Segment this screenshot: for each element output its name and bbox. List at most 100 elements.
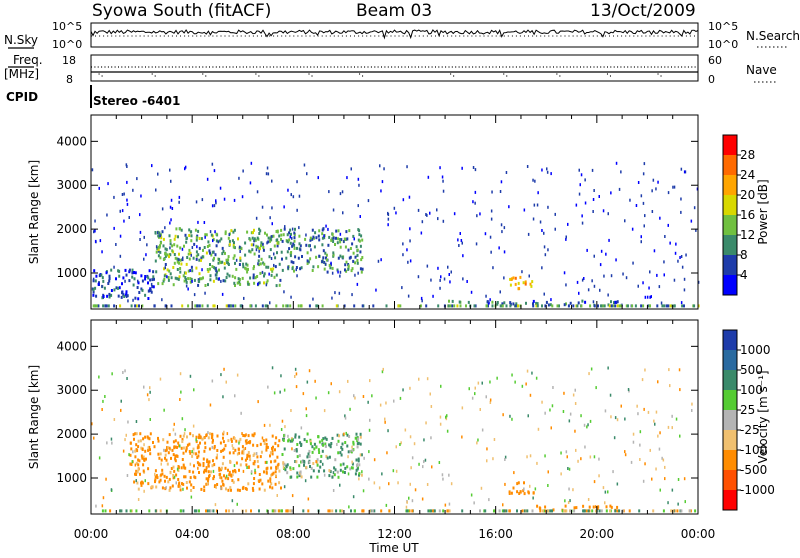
echo-cell — [526, 509, 529, 513]
echo-cell — [104, 395, 106, 398]
echo-cell — [529, 484, 531, 488]
echo-cell — [496, 302, 499, 306]
echo-cell — [156, 476, 159, 480]
echo-cell — [178, 258, 180, 262]
colorbar-segment — [723, 275, 737, 296]
echo-cell — [108, 277, 111, 280]
echo-cell — [230, 437, 233, 441]
echo-cell — [353, 394, 355, 398]
echo-cell — [149, 386, 151, 390]
echo-cell — [308, 460, 311, 464]
echo-cell — [550, 172, 552, 176]
echo-cell — [219, 475, 221, 479]
echo-cell — [473, 501, 475, 505]
echo-cell — [505, 304, 508, 308]
echo-cell — [358, 239, 361, 243]
echo-cell — [328, 509, 331, 513]
echo-cell — [470, 290, 473, 294]
echo-cell — [421, 497, 424, 501]
echo-cell — [155, 188, 157, 192]
echo-cell — [259, 478, 262, 482]
echo-cell — [171, 448, 174, 452]
echo-cell — [169, 239, 172, 243]
echo-cell — [198, 471, 200, 474]
echo-cell — [177, 478, 180, 481]
echo-cell — [472, 200, 474, 204]
echo-cell — [259, 262, 262, 266]
echo-cell — [105, 477, 107, 481]
nsearch-tick-top: 10^5 — [708, 20, 738, 33]
velocity-echo-cells — [91, 366, 697, 513]
echo-cell — [192, 447, 195, 451]
echo-cell — [253, 252, 256, 256]
echo-cell — [253, 239, 256, 243]
echo-cell — [240, 411, 242, 415]
echo-cell — [640, 194, 643, 198]
echo-cell — [333, 473, 336, 477]
echo-cell — [169, 272, 172, 276]
echo-cell — [501, 302, 504, 306]
echo-cell — [317, 176, 319, 180]
echo-cell — [499, 290, 501, 294]
time-tick-label: 12:00 — [377, 527, 412, 541]
echo-cell — [179, 258, 182, 262]
echo-cell — [343, 304, 346, 308]
echo-cell — [195, 452, 198, 456]
echo-cell — [341, 509, 344, 513]
echo-cell — [331, 436, 334, 440]
echo-cell — [529, 393, 532, 397]
echo-cell — [197, 450, 200, 454]
echo-cell — [217, 240, 219, 244]
echo-cell — [694, 509, 697, 513]
echo-cell — [152, 270, 155, 274]
echo-cell — [168, 255, 170, 259]
echo-cell — [285, 464, 288, 468]
echo-cell — [102, 399, 104, 403]
echo-cell — [330, 442, 333, 445]
echo-cell — [247, 451, 250, 454]
echo-cell — [242, 262, 245, 266]
echo-cell — [174, 439, 177, 443]
echo-cell — [299, 248, 302, 252]
echo-cell — [684, 170, 687, 174]
echo-cell — [277, 444, 280, 448]
echo-cell — [139, 432, 142, 436]
echo-cell — [213, 304, 216, 308]
echo-cell — [209, 432, 211, 436]
echo-cell — [354, 255, 357, 259]
echo-cell — [232, 451, 235, 455]
echo-cell — [148, 445, 151, 449]
echo-cell — [291, 267, 294, 271]
colorbar-tick-label: 16 — [740, 208, 755, 222]
echo-cell — [243, 296, 245, 300]
echo-cell — [442, 477, 444, 481]
echo-cell — [190, 489, 193, 492]
echo-cell — [358, 463, 361, 467]
echo-cell — [532, 302, 534, 306]
echo-cell — [224, 230, 227, 234]
echo-cell — [129, 441, 132, 445]
echo-cell — [421, 220, 424, 224]
echo-cell — [178, 275, 181, 279]
echo-cell — [550, 426, 552, 430]
echo-cell — [101, 296, 104, 300]
echo-cell — [502, 413, 504, 417]
echo-cell — [448, 502, 451, 506]
echo-cell — [269, 423, 271, 427]
echo-cell — [149, 288, 152, 292]
echo-cell — [439, 422, 442, 426]
echo-cell — [325, 256, 327, 260]
echo-cell — [315, 236, 318, 240]
echo-cell — [600, 304, 602, 308]
echo-cell — [212, 469, 215, 473]
echo-cell — [95, 304, 98, 308]
echo-cell — [339, 451, 342, 455]
echo-cell — [591, 509, 594, 513]
echo-cell — [289, 235, 291, 239]
echo-cell — [191, 454, 194, 458]
echo-cell — [271, 366, 274, 370]
echo-cell — [200, 256, 203, 260]
echo-cell — [447, 265, 449, 269]
echo-cell — [183, 475, 186, 479]
